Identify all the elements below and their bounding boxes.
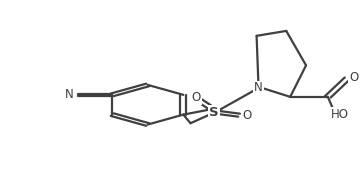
Text: S: S [209,106,219,119]
Text: O: O [349,71,358,84]
Text: N: N [254,82,263,95]
Text: O: O [192,91,201,104]
Text: N: N [65,88,74,101]
Text: O: O [242,109,252,122]
Text: HO: HO [330,108,348,121]
